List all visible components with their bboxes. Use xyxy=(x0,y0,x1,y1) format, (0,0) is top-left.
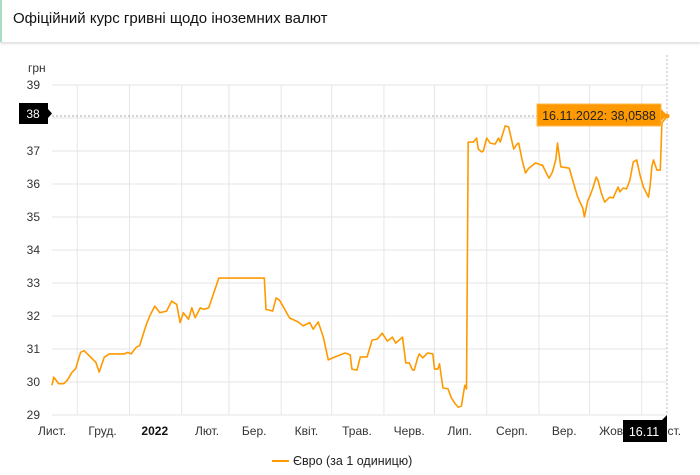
page-title: Офіційний курс гривні щодо іноземних вал… xyxy=(13,10,328,27)
tooltip-text: 16.11.2022: 38,0588 xyxy=(542,109,656,123)
tooltip-pointer xyxy=(661,109,667,121)
x-tick-label: Лист. xyxy=(38,424,66,438)
x-tick-label: Лип. xyxy=(448,424,472,438)
y-tick-label: 34 xyxy=(27,243,41,257)
y-tick-label: 32 xyxy=(27,309,41,323)
x-tick-label: Черв. xyxy=(394,424,425,438)
legend-item-euro[interactable]: Євро (за 1 одиницю) xyxy=(272,454,412,468)
x-tick-label: Вер. xyxy=(552,424,577,438)
x-crosshair-value: 16.11 xyxy=(629,425,659,439)
y-axis-ticks: 29 30 31 32 33 34 35 36 37 39 xyxy=(27,78,41,422)
x-tick-label: Трав. xyxy=(342,424,372,438)
x-tick-label: Серп. xyxy=(496,424,528,438)
series-line-euro[interactable] xyxy=(51,115,668,408)
y-crosshair-label: 38 xyxy=(19,103,52,124)
hover-point[interactable] xyxy=(664,113,670,119)
y-tick-label: 37 xyxy=(27,144,41,158)
x-tick-label: Лют. xyxy=(195,424,219,438)
y-tick-label: 35 xyxy=(27,210,41,224)
x-tick-label: Квіт. xyxy=(295,424,319,438)
x-tick-label: Груд. xyxy=(88,424,116,438)
x-tick-label: Бер. xyxy=(242,424,267,438)
legend-label: Євро (за 1 одиницю) xyxy=(293,454,412,468)
y-crosshair-value: 38 xyxy=(26,107,40,121)
y-tick-label: 31 xyxy=(27,342,41,356)
x-crosshair-label: 16.11 xyxy=(623,415,667,442)
grid xyxy=(52,84,667,416)
y-tick-label: 39 xyxy=(27,78,41,92)
x-tick-label: Жовт. xyxy=(599,424,630,438)
y-tick-label: 30 xyxy=(27,375,41,389)
header-card: Офіційний курс гривні щодо іноземних вал… xyxy=(0,0,700,42)
x-axis-ticks: Лист. Груд. 2022 Лют. Бер. Квіт. Трав. Черв. Лип… xyxy=(38,424,681,438)
y-tick-label: 33 xyxy=(27,276,41,290)
tooltip: 16.11.2022: 38,0588 xyxy=(536,103,667,127)
y-axis-label: грн xyxy=(28,61,46,75)
x-tick-label: 2022 xyxy=(141,424,168,438)
y-tick-label: 29 xyxy=(27,408,41,422)
y-tick-label: 36 xyxy=(27,177,41,191)
